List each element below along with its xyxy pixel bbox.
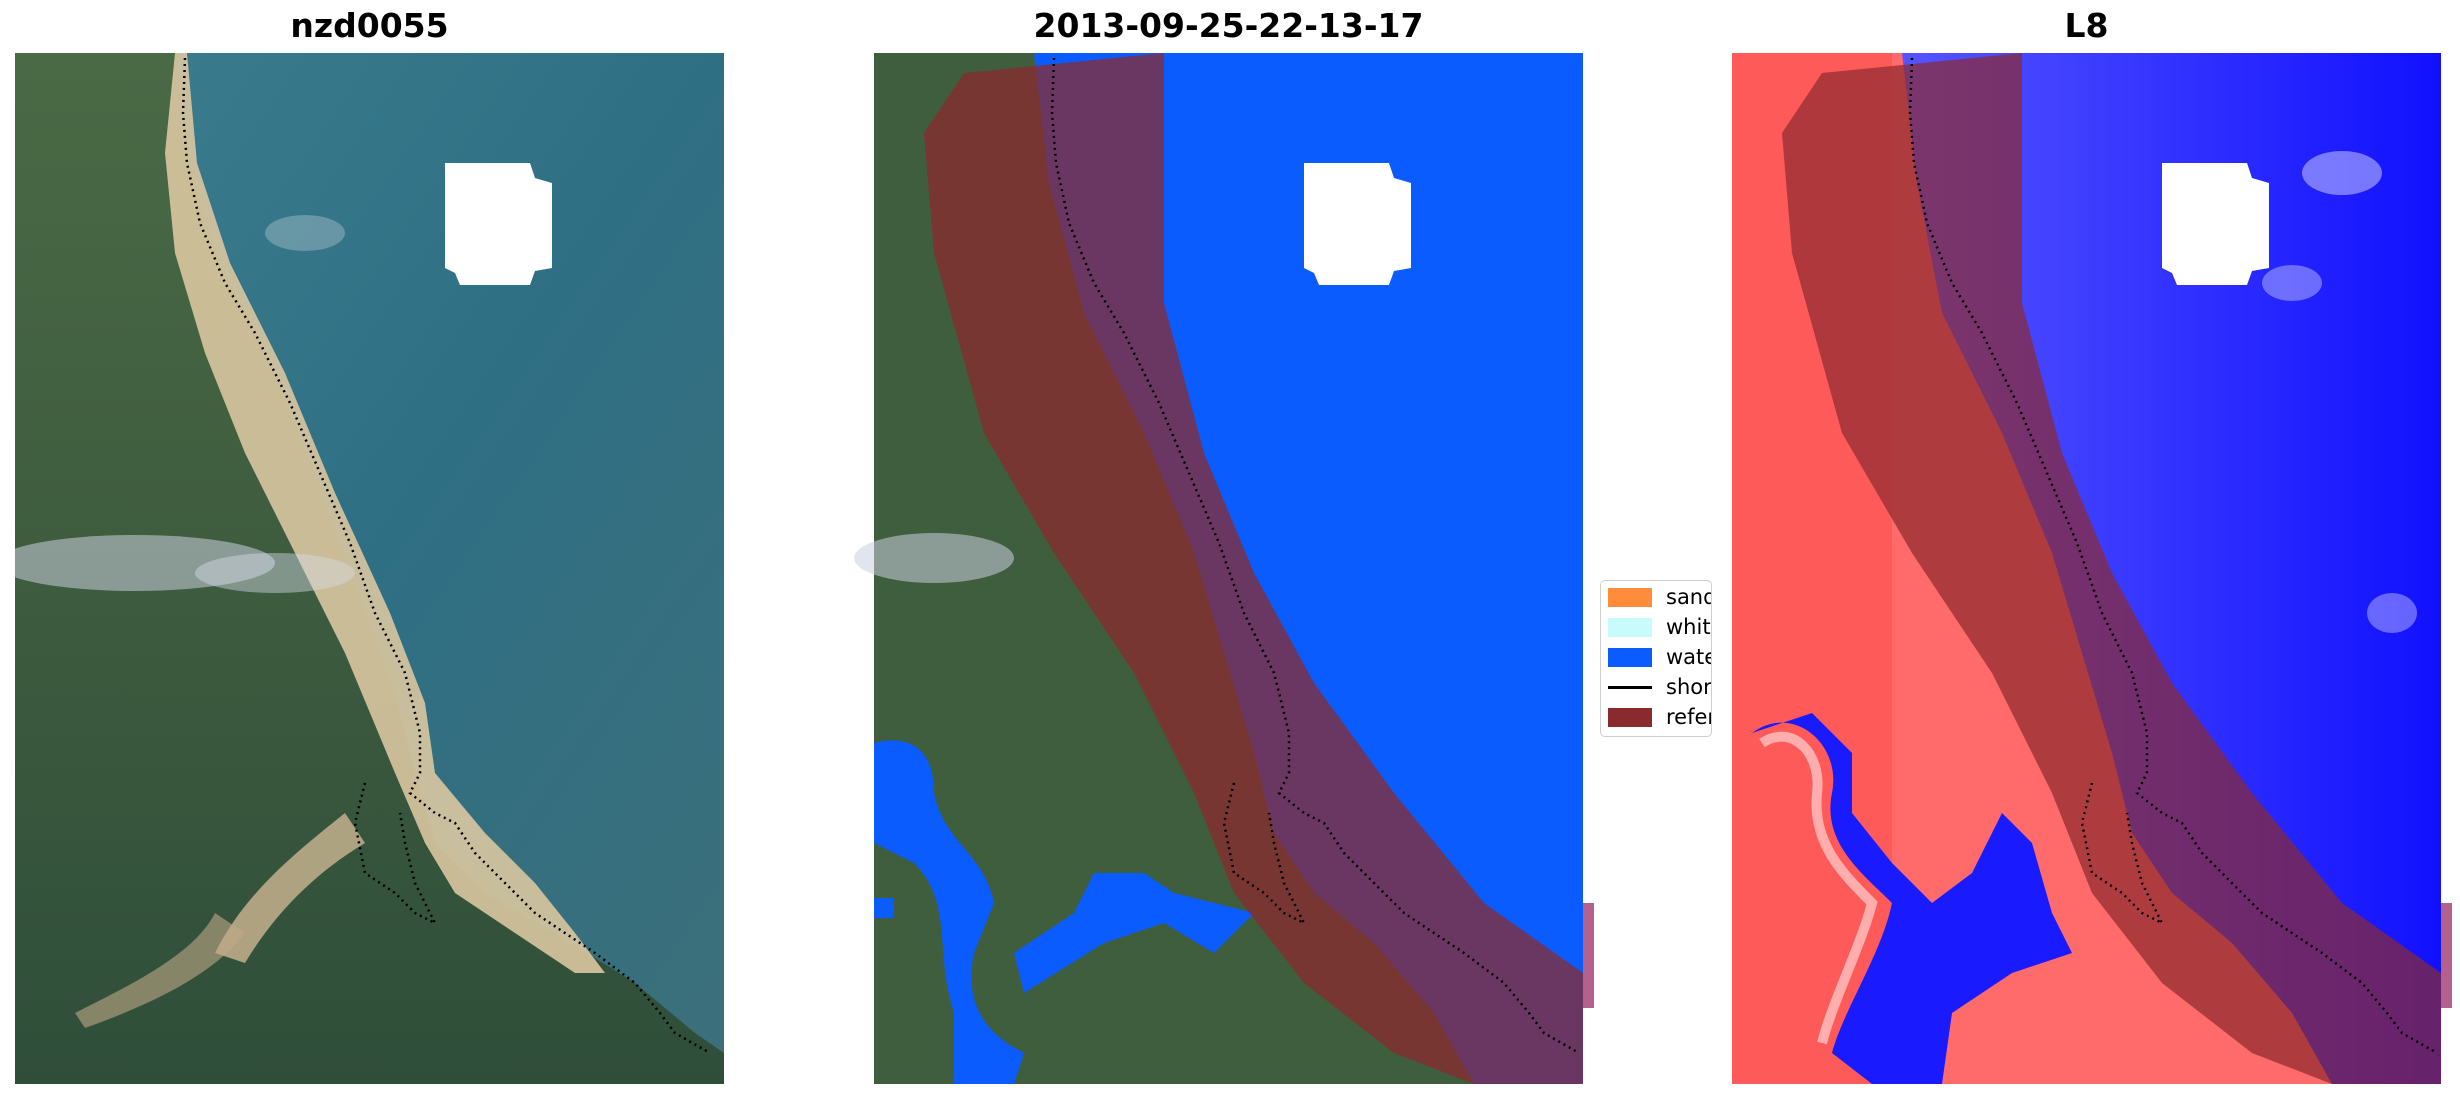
rgb-satellite-image [15,53,724,1084]
legend-swatch-reference [1608,707,1652,727]
index-image [1732,53,2452,1084]
panel-title-classified: 2013-09-25-22-13-17 [1033,6,1424,45]
legend-label-sand: sand [1666,585,1712,609]
legend-item-reference: reference [1608,704,1711,730]
legend-item-sand: sand [1608,584,1712,610]
legend-swatch-water [1608,647,1652,667]
legend-item-whitewater: whitewater [1608,614,1711,640]
legend-label-water: water [1666,645,1711,669]
classified-image-panel [854,53,1594,1084]
panel-title-rgb: nzd0055 [290,6,449,45]
legend-label-reference: reference [1666,705,1711,729]
legend-item-shoreline: shoreline [1608,674,1712,700]
classified-image [854,53,1594,1084]
legend-line-shoreline [1608,685,1652,689]
legend-swatch-whitewater [1608,617,1652,637]
legend-label-whitewater: whitewater [1666,615,1711,639]
rgb-image-panel [15,53,724,1084]
panel-title-index: L8 [2064,6,2109,45]
index-image-panel [1732,53,2452,1084]
legend-label-shoreline: shoreline [1666,675,1712,699]
legend: sand whitewater water shoreline referenc… [1600,580,1712,737]
legend-item-water: water [1608,644,1711,670]
legend-swatch-sand [1608,587,1652,607]
